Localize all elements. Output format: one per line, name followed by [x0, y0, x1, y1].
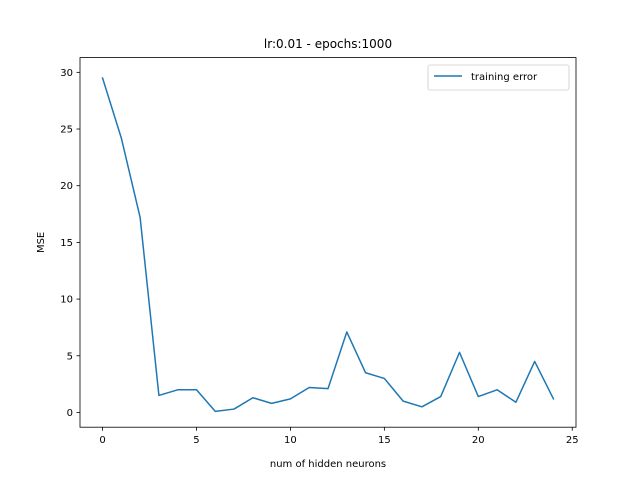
y-tick-label: 0	[67, 408, 73, 419]
series-line-0	[101, 77, 555, 413]
chart-title: lr:0.01 - epochs:1000	[264, 37, 392, 51]
x-tick-label: 0	[99, 435, 105, 446]
y-tick-label: 15	[60, 238, 73, 249]
x-tick-label: 20	[472, 435, 485, 446]
y-tick-label: 5	[67, 351, 73, 362]
y-tick-label: 30	[60, 68, 73, 79]
legend: training error	[427, 64, 570, 91]
y-tick-label: 20	[60, 181, 73, 192]
x-tick-label: 15	[378, 435, 391, 446]
y-tick-label: 10	[60, 295, 73, 306]
y-axis-label: MSE	[36, 232, 47, 253]
legend-label-training-error: training error	[471, 72, 538, 83]
axis-ticks: 0 5 10 15 20 25 0 5 10 15 20 25 30	[60, 68, 578, 446]
legend-box	[427, 64, 570, 91]
y-tick-label: 25	[60, 125, 73, 136]
plot-area	[101, 77, 555, 413]
x-axis-label: num of hidden neurons	[270, 459, 386, 470]
x-tick-label: 5	[193, 435, 199, 446]
x-tick-label: 10	[284, 435, 297, 446]
x-tick-label: 25	[566, 435, 579, 446]
